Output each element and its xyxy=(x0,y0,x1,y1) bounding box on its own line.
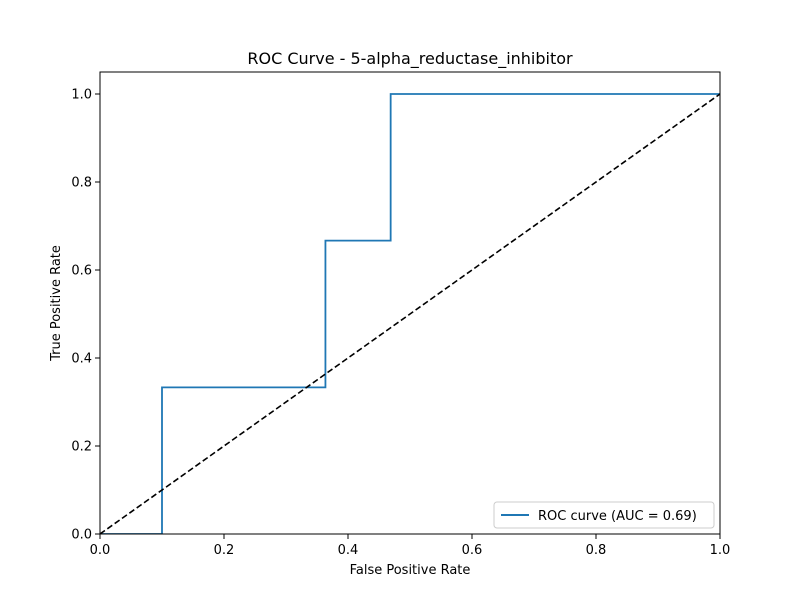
x-tick-label: 0.2 xyxy=(214,543,235,558)
y-tick-label: 1.0 xyxy=(71,88,92,103)
y-tick-label: 0.4 xyxy=(71,352,92,367)
y-axis: 0.0 0.2 0.4 0.6 0.8 1.0 xyxy=(71,88,100,543)
chart-title: ROC Curve - 5-alpha_reductase_inhibitor xyxy=(247,49,573,69)
x-tick-label: 0.0 xyxy=(90,543,111,558)
y-tick-label: 0.8 xyxy=(71,176,92,191)
x-axis-label: False Positive Rate xyxy=(350,563,471,578)
legend: ROC curve (AUC = 0.69) xyxy=(493,501,715,529)
y-tick-label: 0.6 xyxy=(71,264,92,279)
y-tick-label: 0.2 xyxy=(71,440,92,455)
legend-box xyxy=(493,501,715,529)
x-tick-label: 0.6 xyxy=(462,543,483,558)
x-tick-label: 0.8 xyxy=(586,543,607,558)
x-tick-label: 0.4 xyxy=(338,543,359,558)
chance-diagonal-line xyxy=(100,93,720,534)
legend-label: ROC curve (AUC = 0.69) xyxy=(538,509,697,524)
x-tick-label: 1.0 xyxy=(710,543,731,558)
y-axis-label: True Positive Rate xyxy=(49,245,64,362)
y-tick-label: 0.0 xyxy=(71,528,92,543)
plot-frame xyxy=(99,71,721,535)
series-layer xyxy=(100,93,720,534)
plot-area xyxy=(99,71,721,535)
roc-curve-line xyxy=(100,93,720,534)
x-axis: 0.0 0.2 0.4 0.6 0.8 1.0 xyxy=(90,534,731,558)
